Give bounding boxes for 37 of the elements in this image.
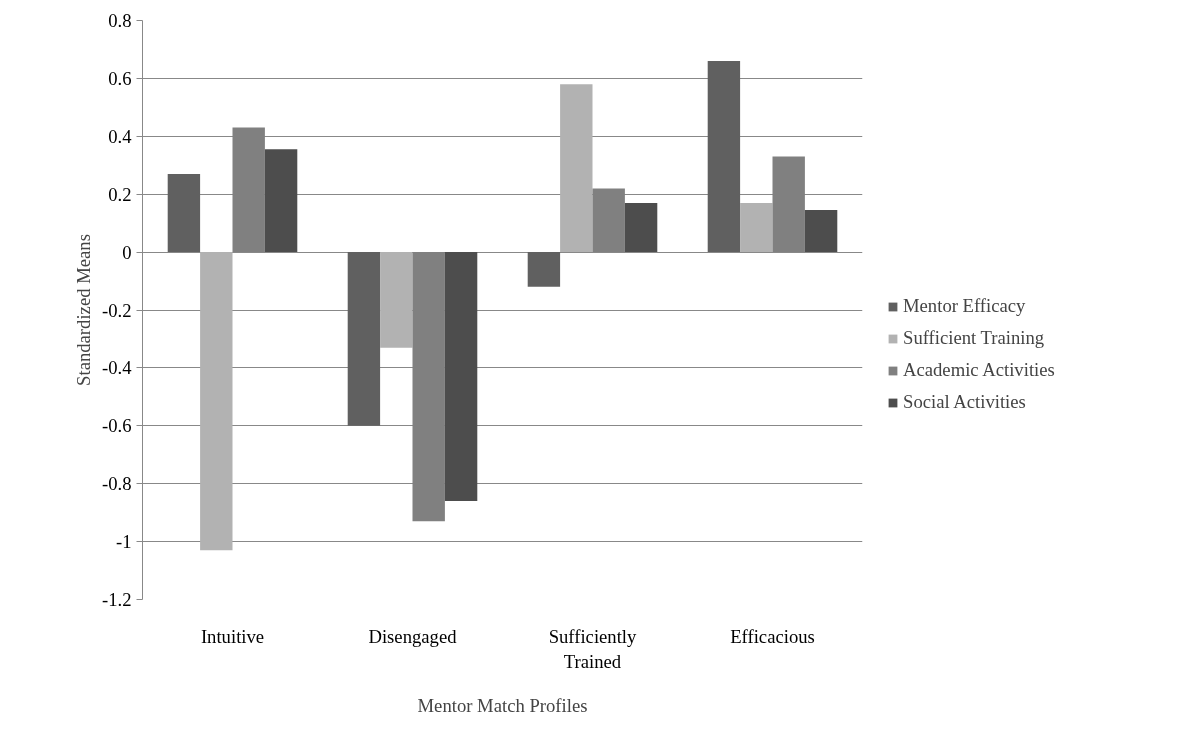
bar [380,252,413,348]
bar [232,127,265,253]
bar [560,84,593,253]
x-tick-label: Disengaged [368,625,458,647]
bar [740,202,773,253]
y-tick-label: 0.8 [108,10,132,31]
legend-label: Sufficient Training [903,327,1045,349]
x-tick-label: Intuitive [200,625,265,647]
x-tick-label: Efficacious [730,625,815,647]
y-tick-label: -0.6 [101,415,132,437]
y-tick-label: 0.2 [108,183,132,205]
legend-label: Social Activities [903,391,1026,413]
y-tick-label: 0 [122,241,132,263]
bar [167,173,201,253]
bar [444,252,478,502]
bar [264,149,298,253]
bar [772,156,805,253]
bar [707,61,741,253]
x-tick-label: Sufficiently Trained [548,625,638,672]
y-tick-label: -0.8 [101,473,132,495]
y-tick-label: -1.2 [101,589,132,610]
bar [200,252,233,551]
bar [804,210,838,253]
legend-label: Mentor Efficacy [903,295,1026,317]
legend-label: Academic Activities [903,359,1055,381]
bar [624,202,658,253]
bar [412,252,445,522]
bar [592,188,625,253]
bar [527,252,561,287]
x-axis-title: Mentor Match Profiles [417,694,588,716]
bar [347,252,381,426]
y-tick-label: 0.4 [108,125,133,147]
y-tick-label: 0.6 [108,67,132,89]
y-axis-title: Standardized Means [72,234,94,386]
y-tick-label: -0.2 [101,299,132,321]
y-tick-label: -0.4 [101,357,133,379]
y-tick-label: -1 [115,531,132,553]
